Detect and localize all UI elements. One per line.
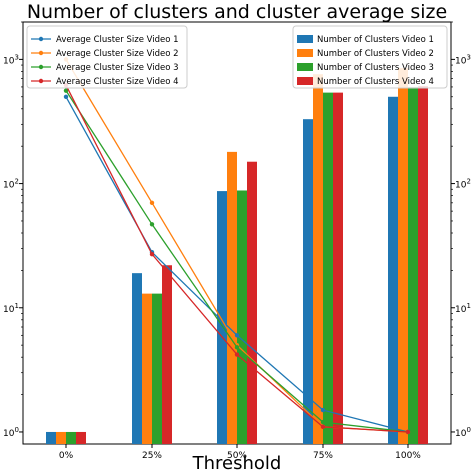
x-axis-label: Threshold: [192, 453, 282, 474]
data-point: [234, 352, 240, 357]
x-tick-label: 75%: [313, 451, 333, 461]
bar: [66, 431, 76, 444]
bar: [142, 293, 152, 444]
y-tick-label-right: 101: [455, 302, 471, 315]
bar: [398, 68, 408, 444]
bar: [247, 161, 257, 444]
bar: [227, 151, 237, 444]
legend-bar-swatch: [297, 35, 313, 43]
legend-label: Average Cluster Size Video 2: [56, 49, 179, 59]
y-tick-label-right: 102: [455, 178, 471, 191]
legend-marker: [38, 36, 44, 42]
data-point: [149, 222, 155, 227]
legend-bar-swatch: [297, 63, 313, 71]
bar: [46, 431, 56, 444]
y-tick-label-left: 100: [3, 426, 19, 439]
legend-label: Number of Clusters Video 4: [317, 77, 434, 87]
y-tick-label-left: 103: [3, 53, 19, 66]
bar: [333, 92, 343, 445]
legend-label: Number of Clusters Video 1: [317, 35, 434, 45]
bar: [313, 74, 323, 444]
bar: [237, 190, 247, 444]
data-point: [63, 88, 69, 93]
bar: [162, 265, 172, 444]
legend-label: Average Cluster Size Video 4: [56, 77, 179, 87]
y-tick-label-left: 102: [3, 178, 19, 191]
legend-bar-swatch: [297, 77, 313, 85]
bar: [323, 92, 333, 445]
x-tick-label: 100%: [395, 451, 421, 461]
legend-bar-series: Number of Clusters Video 1 Number of Clus…: [292, 25, 448, 89]
x-tick-label: 0%: [59, 451, 74, 461]
data-point: [63, 94, 69, 99]
bar: [303, 119, 313, 445]
data-point: [234, 333, 240, 338]
legend-marker: [38, 78, 44, 84]
legend-label: Average Cluster Size Video 1: [56, 35, 179, 45]
chart-title: Number of clusters and cluster average s…: [27, 1, 447, 23]
legend-label: Number of Clusters Video 2: [317, 49, 434, 59]
bar: [217, 191, 227, 444]
legend-frame: [292, 25, 448, 89]
y-tick-label-right: 100: [455, 426, 471, 439]
bar-layer: [46, 68, 428, 445]
data-point: [320, 419, 326, 425]
bar: [132, 273, 142, 444]
x-axis: 0% 25% 50% 75% 100%: [59, 444, 421, 461]
bar: [388, 96, 398, 444]
bar: [152, 293, 162, 444]
x-tick-label: 50%: [227, 451, 247, 461]
y-tick-label-left: 101: [3, 302, 19, 315]
bar: [56, 431, 66, 444]
data-point: [320, 424, 326, 430]
bar: [418, 86, 428, 444]
data-point: [234, 345, 240, 350]
y-axis: 100 100 101 101 102 102 103 103: [3, 21, 471, 439]
legend-bar-swatch: [297, 49, 313, 57]
legend-frame: [26, 25, 188, 89]
legend-label: Number of Clusters Video 3: [317, 63, 434, 73]
y-tick-label-right: 103: [455, 53, 471, 66]
data-point: [149, 251, 155, 257]
legend-line-series: Average Cluster Size Video 1 Average Clus…: [26, 25, 188, 89]
legend-label: Average Cluster Size Video 3: [56, 63, 179, 73]
data-point: [405, 429, 411, 435]
data-point: [149, 200, 155, 206]
bar: [408, 86, 418, 445]
bar: [76, 431, 86, 444]
x-tick-label: 25%: [142, 451, 162, 461]
legend-marker: [38, 50, 44, 56]
data-point: [320, 407, 326, 413]
legend-marker: [38, 64, 44, 70]
